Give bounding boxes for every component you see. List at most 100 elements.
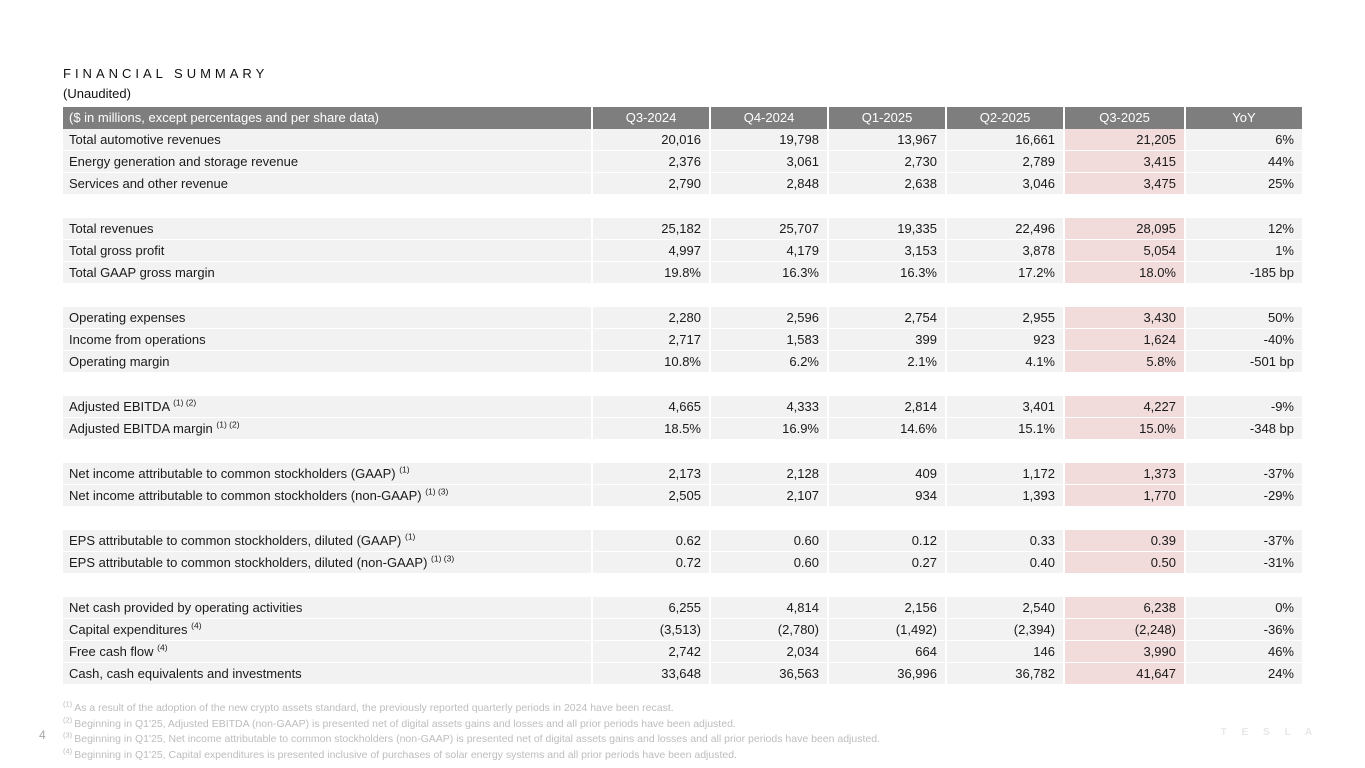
footnote-reference: (1) (2) — [216, 419, 240, 430]
footnote-reference: (1) (3) — [425, 486, 449, 497]
cell-value: 3,430 — [1063, 307, 1184, 329]
table-row: Operating margin 10.8% 6.2% 2.1% 4.1% 5.8% -50… — [63, 351, 1302, 373]
footnote-reference: (4) — [157, 642, 168, 653]
table-row: Income from operations 2,717 1,583 399 923 1,… — [63, 329, 1302, 351]
cell-value: 0.62 — [591, 530, 709, 552]
row-label: Adjusted EBITDA (1) (2) — [63, 396, 591, 418]
cell-value: 2,280 — [591, 307, 709, 329]
cell-value: 4,997 — [591, 240, 709, 262]
cell-value: 2.1% — [827, 351, 945, 373]
header-col-q2-2025: Q2-2025 — [945, 107, 1063, 129]
cell-value: 2,596 — [709, 307, 827, 329]
cell-value: -348 bp — [1184, 418, 1302, 440]
cell-value: -31% — [1184, 552, 1302, 574]
cell-value: 3,401 — [945, 396, 1063, 418]
cell-value: 44% — [1184, 151, 1302, 173]
cell-value: 6% — [1184, 129, 1302, 151]
table-row: Services and other revenue 2,790 2,848 2,63… — [63, 173, 1302, 195]
cell-value: 146 — [945, 641, 1063, 663]
cell-value: 2,128 — [709, 463, 827, 485]
row-label: Energy generation and storage revenue — [63, 151, 591, 173]
cell-value: 22,496 — [945, 218, 1063, 240]
cell-value: 18.0% — [1063, 262, 1184, 284]
row-label: Operating margin — [63, 351, 591, 373]
cell-value: 3,475 — [1063, 173, 1184, 195]
cell-value: 36,996 — [827, 663, 945, 685]
cell-value: 13,967 — [827, 129, 945, 151]
financial-summary-table: ($ in millions, except percentages and p… — [63, 107, 1302, 685]
footnote-reference: (1) — [399, 464, 410, 475]
cell-value: (1,492) — [827, 619, 945, 641]
cell-value: 4.1% — [945, 351, 1063, 373]
cell-value: 16.9% — [709, 418, 827, 440]
row-label: Services and other revenue — [63, 173, 591, 195]
row-label: Operating expenses — [63, 307, 591, 329]
cell-value: 1,393 — [945, 485, 1063, 507]
cell-value: 399 — [827, 329, 945, 351]
cell-value: -185 bp — [1184, 262, 1302, 284]
cell-value: 1% — [1184, 240, 1302, 262]
cell-value: 24% — [1184, 663, 1302, 685]
cell-value: 0.50 — [1063, 552, 1184, 574]
cell-value: 2,107 — [709, 485, 827, 507]
tesla-wordmark-logo: T E S L A — [1220, 727, 1318, 738]
cell-value: 19,335 — [827, 218, 945, 240]
cell-value: 10.8% — [591, 351, 709, 373]
cell-value: 2,505 — [591, 485, 709, 507]
cell-value: 1,373 — [1063, 463, 1184, 485]
row-label: Total GAAP gross margin — [63, 262, 591, 284]
footnote-reference: (1) (2) — [173, 397, 197, 408]
table-row: Total GAAP gross margin 19.8% 16.3% 16.3% 17… — [63, 262, 1302, 284]
cell-value: 1,583 — [709, 329, 827, 351]
row-label: Adjusted EBITDA margin (1) (2) — [63, 418, 591, 440]
cell-value: 6,255 — [591, 597, 709, 619]
cell-value: 2,754 — [827, 307, 945, 329]
table-row: Adjusted EBITDA (1) (2) 4,665 4,333 2,814 3,… — [63, 396, 1302, 418]
cell-value: -36% — [1184, 619, 1302, 641]
cell-value: (2,394) — [945, 619, 1063, 641]
table-row: Net income attributable to common stockh… — [63, 485, 1302, 507]
spacer-row — [63, 373, 1302, 396]
row-label: Net income attributable to common stockh… — [63, 485, 591, 507]
cell-value: 2,790 — [591, 173, 709, 195]
cell-value: (3,513) — [591, 619, 709, 641]
cell-value: 25% — [1184, 173, 1302, 195]
cell-value: 18.5% — [591, 418, 709, 440]
table-row: Free cash flow (4) 2,742 2,034 664 146 3,990 4… — [63, 641, 1302, 663]
spacer-row — [63, 195, 1302, 218]
cell-value: 0.72 — [591, 552, 709, 574]
table-row: Capital expenditures (4) (3,513) (2,780) (1… — [63, 619, 1302, 641]
table-row: EPS attributable to common stockholders,… — [63, 530, 1302, 552]
row-label: Total automotive revenues — [63, 129, 591, 151]
table-row: Total gross profit 4,997 4,179 3,153 3,878 5,… — [63, 240, 1302, 262]
cell-value: 0.27 — [827, 552, 945, 574]
footnote-marker: (1) — [63, 699, 75, 709]
footnote: (4) Beginning in Q1'25, Capital expendit… — [63, 746, 737, 761]
row-label: Total revenues — [63, 218, 591, 240]
table-row: Adjusted EBITDA margin (1) (2) 18.5% 16.9%… — [63, 418, 1302, 440]
cell-value: 3,046 — [945, 173, 1063, 195]
cell-value: 14.6% — [827, 418, 945, 440]
cell-value: 0% — [1184, 597, 1302, 619]
row-label: EPS attributable to common stockholders,… — [63, 530, 591, 552]
page-title: FINANCIAL SUMMARY — [63, 66, 269, 81]
cell-value: 2,789 — [945, 151, 1063, 173]
cell-value: 20,016 — [591, 129, 709, 151]
cell-value: 2,173 — [591, 463, 709, 485]
row-label: Capital expenditures (4) — [63, 619, 591, 641]
cell-value: -37% — [1184, 463, 1302, 485]
cell-value: 2,376 — [591, 151, 709, 173]
cell-value: 3,878 — [945, 240, 1063, 262]
footnote: (3) Beginning in Q1'25, Net income attri… — [63, 730, 880, 746]
cell-value: 15.0% — [1063, 418, 1184, 440]
cell-value: (2,780) — [709, 619, 827, 641]
cell-value: 2,638 — [827, 173, 945, 195]
cell-value: 6.2% — [709, 351, 827, 373]
cell-value: 0.33 — [945, 530, 1063, 552]
cell-value: 664 — [827, 641, 945, 663]
cell-value: 1,172 — [945, 463, 1063, 485]
footnotes: (1) As a result of the adoption of the n… — [63, 699, 1303, 763]
table-row: Total revenues 25,182 25,707 19,335 22,496 28… — [63, 218, 1302, 240]
cell-value: 0.12 — [827, 530, 945, 552]
